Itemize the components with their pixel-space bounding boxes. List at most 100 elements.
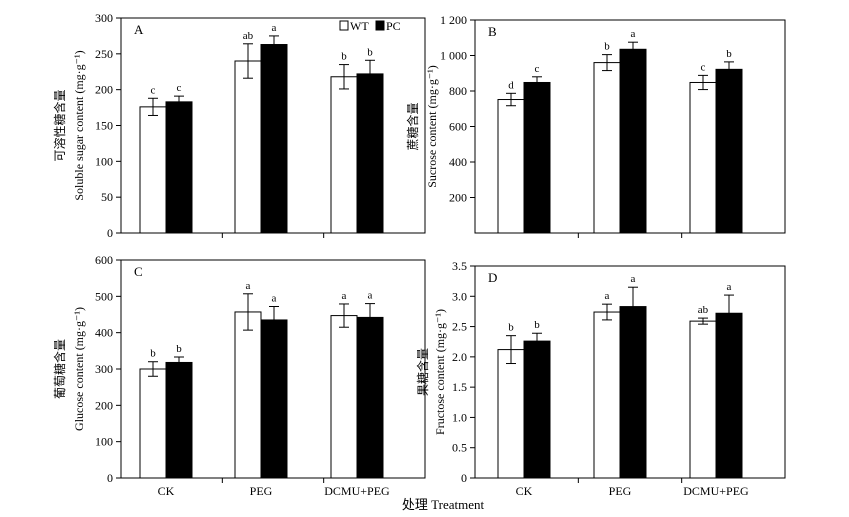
y-tick-label: 600 [95, 253, 113, 267]
panel-label: C [134, 264, 143, 279]
significance-letter: b [367, 46, 373, 58]
y-tick-label: 200 [95, 398, 113, 412]
y-tick-label: 250 [95, 47, 113, 61]
legend: WT PC [339, 19, 401, 33]
bar-pc [165, 101, 193, 234]
x-tick-label: DCMU+PEG [324, 484, 390, 498]
y-tick-label: 500 [95, 289, 113, 303]
bar-pc [715, 312, 743, 479]
significance-letter: c [535, 63, 540, 75]
bar-pc [523, 81, 551, 234]
chart-panel-a: 0 50 100 150 200 250 300 A 可溶性糖含量 Soluble sugar c… [52, 11, 426, 240]
bar-wt [593, 311, 621, 479]
bar-wt [234, 60, 262, 234]
bar-wt [139, 368, 167, 479]
y-axis-label-cn: 可溶性糖含量 [52, 89, 67, 161]
x-tick-label: PEG [609, 484, 632, 498]
y-tick-label: 0 [107, 471, 113, 485]
significance-letter: a [342, 290, 347, 302]
panel-label: B [488, 24, 497, 39]
significance-letter: a [272, 293, 277, 305]
bar-pc [356, 316, 384, 479]
significance-letter: a [246, 280, 251, 292]
significance-letter: a [727, 281, 732, 293]
y-tick-label: 800 [449, 84, 467, 98]
y-tick-label: 3.5 [452, 259, 467, 273]
y-axis-label: Soluble sugar content (mg·g⁻¹) [72, 50, 86, 200]
y-tick-label: 0 [461, 471, 467, 485]
y-axis-label-cn: 葡萄糖含量 [52, 339, 67, 399]
legend-swatch-pc [375, 20, 385, 31]
chart-panel-d: 0 0.5 1.0 1.5 2.0 2.5 3.0 3.5 CK PEG DCMU+PEG D 果糖含量… [415, 259, 786, 498]
bar-pc [523, 340, 551, 479]
significance-letter: b [726, 48, 732, 60]
significance-letter: b [604, 41, 610, 53]
y-tick-label: 2.5 [452, 320, 467, 334]
significance-letter: c [151, 84, 156, 96]
y-tick-label: 50 [101, 190, 113, 204]
significance-letter: b [508, 322, 514, 334]
y-tick-label: 400 [95, 326, 113, 340]
y-tick-label: 400 [449, 155, 467, 169]
y-tick-label: 1 000 [440, 49, 467, 63]
bar-pc [619, 48, 647, 234]
y-tick-label: 100 [95, 154, 113, 168]
x-tick-label: CK [516, 484, 533, 498]
bar-pc [619, 306, 647, 479]
x-tick-label: PEG [250, 484, 273, 498]
y-tick-label: 600 [449, 120, 467, 134]
y-tick-label: 0 [107, 226, 113, 240]
bar-pc [260, 319, 288, 479]
bar-pc [356, 73, 384, 234]
chart-panel-c: 0 100 200 300 400 500 600 CK PEG DCMU+PEG C 葡萄糖含量 Gl… [52, 253, 426, 498]
chart-panel-b: 200 400 600 800 1 000 1 200 B 蔗糖含量 Sucrose conte… [405, 13, 786, 238]
y-tick-label: 2.0 [452, 350, 467, 364]
legend-label-wt: WT [350, 19, 369, 33]
significance-letter: b [150, 348, 156, 360]
significance-letter: c [177, 82, 182, 94]
y-tick-label: 0.5 [452, 441, 467, 455]
significance-letter: a [368, 290, 373, 302]
legend-label-pc: PC [386, 19, 401, 33]
bar-wt [330, 76, 358, 234]
y-tick-label: 200 [95, 83, 113, 97]
x-axis-label: 处理 Treatment [402, 497, 485, 512]
significance-letter: a [272, 22, 277, 34]
bar-wt [330, 315, 358, 479]
panel-label: A [134, 22, 144, 37]
significance-letter: a [605, 290, 610, 302]
bar-pc [165, 361, 193, 479]
significance-letter: b [341, 51, 347, 63]
y-tick-label: 1.5 [452, 380, 467, 394]
y-tick-label: 100 [95, 435, 113, 449]
bar-wt [139, 106, 167, 234]
significance-letter: b [534, 319, 540, 331]
significance-letter: ab [698, 304, 709, 316]
y-tick-label: 1 200 [440, 13, 467, 27]
x-tick-label: DCMU+PEG [683, 484, 749, 498]
y-axis-label: Fructose content (mg·g⁻¹) [433, 309, 447, 435]
panel-label: D [488, 270, 497, 285]
y-tick-label: 1.0 [452, 410, 467, 424]
bar-wt [497, 99, 525, 234]
y-tick-label: 300 [95, 11, 113, 25]
significance-letter: a [631, 273, 636, 285]
significance-letter: ab [243, 30, 254, 42]
legend-swatch-wt [339, 20, 349, 31]
bar-wt [689, 320, 717, 479]
bar-pc [715, 68, 743, 234]
significance-letter: c [701, 61, 706, 73]
y-tick-label: 200 [449, 191, 467, 205]
significance-letter: d [508, 79, 514, 91]
bar-wt [593, 62, 621, 234]
x-tick-label: CK [158, 484, 175, 498]
bar-wt [234, 311, 262, 479]
y-tick-label: 3.0 [452, 289, 467, 303]
y-axis-label-cn: 果糖含量 [415, 348, 430, 396]
significance-letter: a [631, 28, 636, 40]
bar-pc [260, 44, 288, 234]
bar-wt [689, 81, 717, 234]
bar-wt [497, 349, 525, 479]
significance-letter: b [176, 343, 182, 355]
